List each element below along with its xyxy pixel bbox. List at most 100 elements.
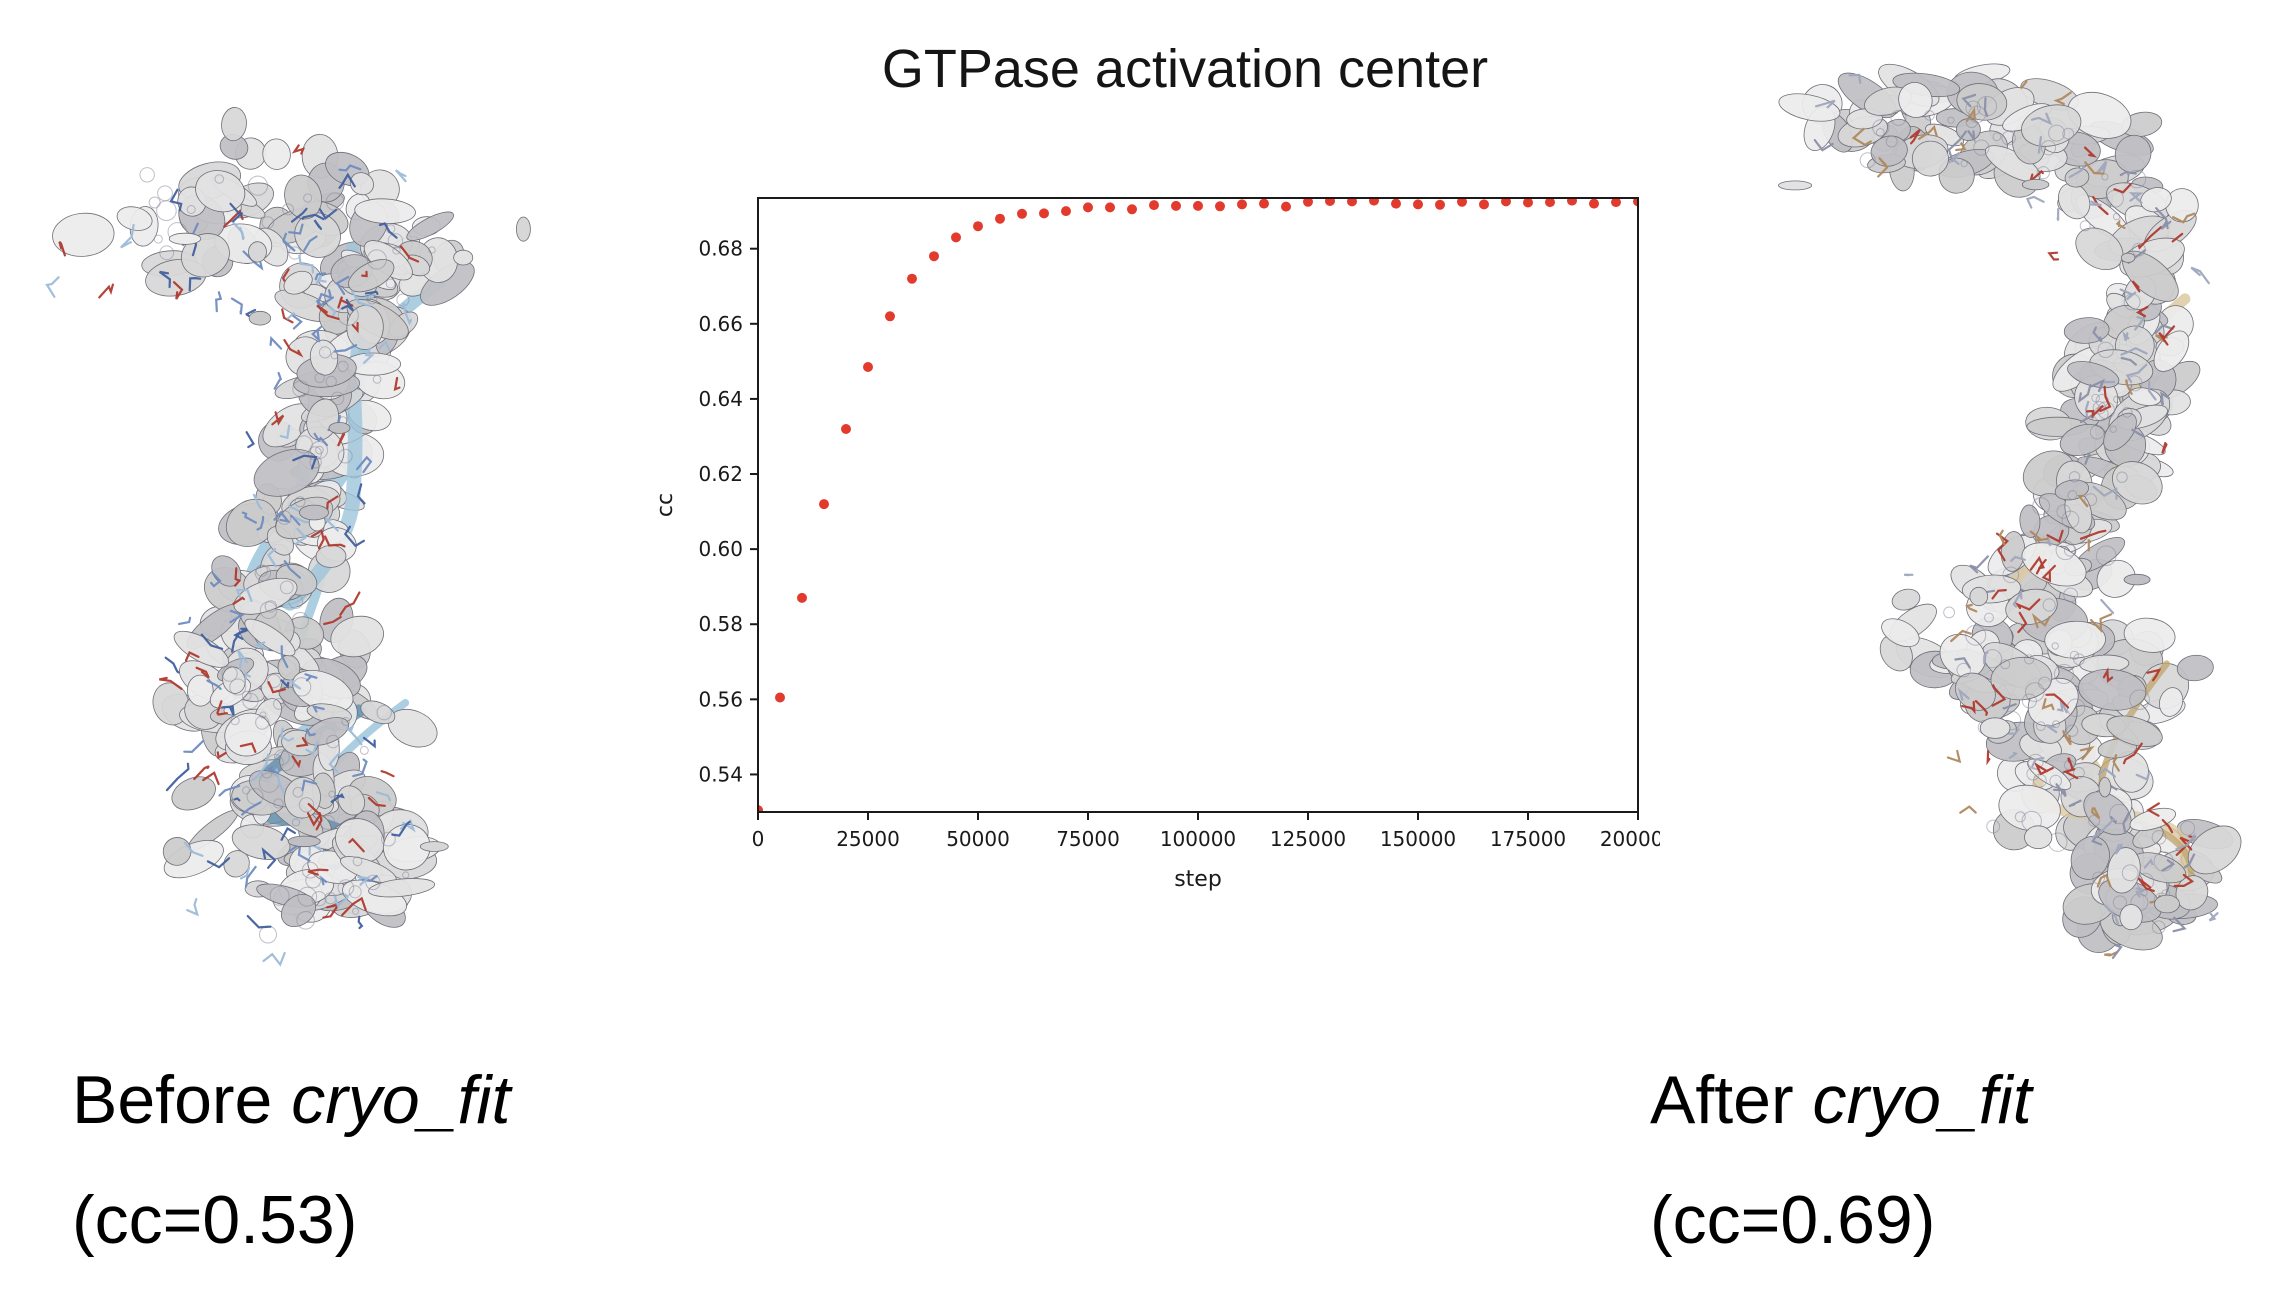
atom-stick: [2045, 724, 2058, 734]
density-satellite: [2024, 825, 2053, 849]
density-blob: [52, 212, 115, 257]
density-contour: [1965, 100, 1981, 116]
density-satellite: [168, 232, 202, 245]
density-contour: [2035, 721, 2046, 731]
density-satellite: [2154, 894, 2180, 914]
density-contour: [2032, 497, 2051, 516]
density-contour: [2116, 471, 2128, 483]
density-contour: [387, 233, 404, 249]
atom-stick: [252, 493, 263, 510]
atom-stick: [2115, 219, 2126, 229]
x-tick-label: 150000: [1380, 827, 1456, 851]
atom-stick: [2146, 802, 2160, 817]
atom-stick: [193, 765, 210, 781]
atom-stick: [206, 679, 222, 690]
atom-stick: [2010, 555, 2026, 562]
density-satellite: [1778, 180, 1813, 191]
atom-stick: [2171, 232, 2184, 243]
density-satellite: [248, 241, 267, 263]
density-contour: [372, 374, 382, 384]
caption-before-line1: Before cryo_fit: [72, 1040, 510, 1160]
atom-stick: [2161, 441, 2168, 454]
density-blob: [283, 270, 313, 295]
data-point: [973, 221, 983, 232]
atom-stick: [239, 742, 257, 753]
atom-stick: [2125, 379, 2133, 395]
atom-stick: [2025, 195, 2045, 209]
density-contour: [2048, 124, 2066, 142]
atom-stick: [316, 304, 340, 320]
caption-before: Before cryo_fit (cc=0.53): [72, 1040, 510, 1280]
atom-stick: [2077, 383, 2092, 404]
atom-stick: [2031, 612, 2051, 629]
atom-stick: [229, 609, 245, 624]
density-contour: [2151, 830, 2167, 845]
data-point: [1479, 199, 1489, 210]
data-point: [797, 592, 807, 603]
atom-stick: [234, 567, 242, 587]
atom-stick: [291, 144, 306, 155]
atom-stick: [2047, 251, 2060, 261]
atom-stick: [2096, 873, 2112, 888]
atom-stick: [1986, 750, 1991, 766]
density-satellite: [328, 422, 351, 434]
density-contour: [214, 174, 225, 184]
atom-stick: [394, 169, 407, 183]
atom-stick: [2029, 555, 2045, 571]
density-contour: [325, 375, 337, 388]
atom-stick: [1918, 124, 1938, 140]
density-contour: [2121, 406, 2133, 418]
atom-stick: [169, 188, 183, 212]
x-tick-label: 0: [752, 827, 765, 851]
density-contour: [261, 216, 275, 229]
atom-stick: [2084, 400, 2090, 418]
atom-stick: [2097, 767, 2116, 778]
atom-stick: [2113, 183, 2132, 194]
density-contour: [1960, 160, 1968, 168]
data-point: [1149, 200, 1159, 211]
density-contour: [2153, 851, 2174, 872]
density-contour: [247, 175, 268, 196]
density-contour: [1973, 139, 1990, 156]
density-contour: [153, 234, 163, 244]
atom-stick: [2053, 91, 2072, 105]
atom-stick: [269, 335, 283, 350]
atom-stick: [232, 596, 245, 606]
density-contour: [288, 246, 302, 260]
density-contour: [2062, 127, 2075, 140]
atom-stick: [378, 222, 398, 239]
atom-stick: [311, 705, 325, 713]
x-tick-label: 75000: [1056, 827, 1120, 851]
density-contour: [273, 798, 284, 809]
atom-stick: [1967, 130, 1976, 144]
atom-stick: [158, 270, 172, 289]
density-contour: [1924, 110, 1935, 121]
atom-stick: [2091, 807, 2101, 820]
density-contour: [326, 734, 340, 749]
atom-stick: [267, 681, 286, 694]
atom-stick: [400, 245, 420, 263]
atom-stick: [304, 673, 318, 682]
data-point: [1039, 208, 1049, 219]
atom-stick: [2056, 208, 2060, 221]
atom-stick: [1877, 156, 1889, 178]
data-point: [1127, 204, 1137, 215]
density-blob: [330, 615, 384, 658]
atom-stick: [338, 164, 362, 172]
atom-stick: [1961, 700, 1976, 715]
atom-stick: [2135, 772, 2150, 781]
density-satellite: [2119, 904, 2143, 931]
atom-stick: [313, 432, 329, 447]
atom-stick: [2068, 799, 2082, 808]
atom-stick: [314, 272, 327, 281]
x-tick-label: 25000: [836, 827, 900, 851]
atom-stick: [229, 202, 244, 223]
density-blob: [2112, 461, 2163, 505]
atom-stick: [2158, 325, 2176, 346]
density-contour: [2079, 220, 2091, 232]
atom-stick: [230, 297, 243, 315]
x-tick-label: 125000: [1270, 827, 1346, 851]
atom-stick: [290, 514, 301, 526]
density-contour: [2089, 424, 2105, 440]
